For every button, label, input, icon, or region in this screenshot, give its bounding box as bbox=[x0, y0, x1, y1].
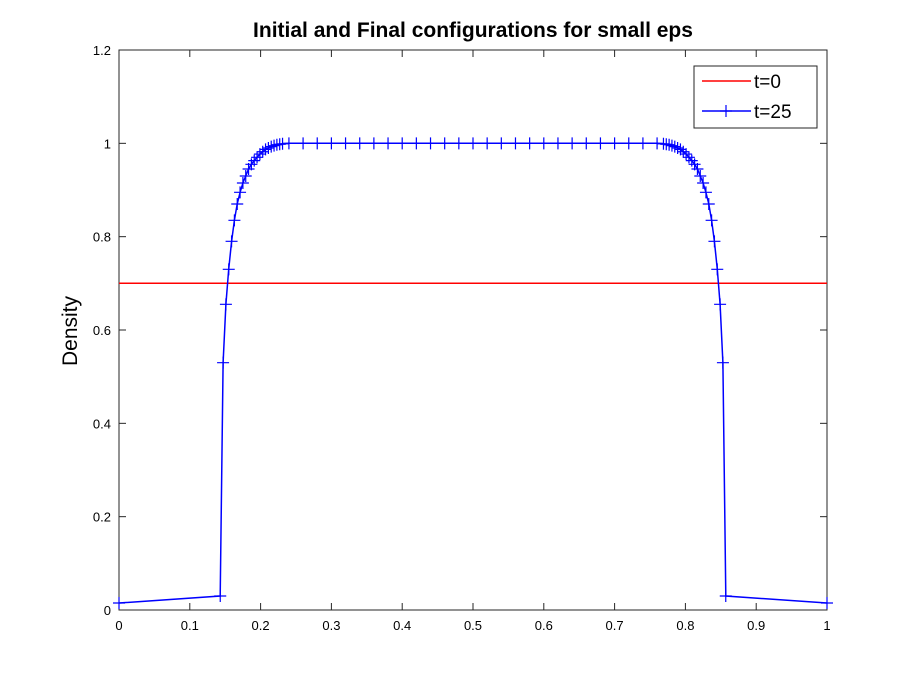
data-point bbox=[668, 140, 681, 153]
data-point bbox=[551, 137, 564, 150]
data-point bbox=[214, 590, 227, 602]
data-point bbox=[665, 139, 678, 152]
y-tick-label: 0 bbox=[104, 603, 111, 618]
y-tick-label: 0.2 bbox=[93, 510, 111, 525]
data-point bbox=[251, 151, 264, 164]
x-tick-label: 0.9 bbox=[747, 618, 765, 633]
data-point bbox=[262, 142, 275, 154]
x-tick-label: 0.6 bbox=[535, 618, 553, 633]
data-point bbox=[339, 137, 352, 150]
data-point bbox=[702, 198, 715, 210]
legend-entry: t=0 bbox=[702, 72, 781, 93]
data-point bbox=[424, 137, 437, 150]
data-point bbox=[353, 137, 366, 150]
data-point bbox=[674, 143, 687, 156]
data-point bbox=[495, 137, 508, 150]
data-point bbox=[268, 139, 281, 152]
data-point bbox=[242, 163, 255, 175]
x-tick-label: 0.8 bbox=[676, 618, 694, 633]
chart-title: Initial and Final configurations for sma… bbox=[253, 19, 693, 42]
x-tick-label: 0.3 bbox=[322, 618, 340, 633]
data-point bbox=[636, 137, 649, 150]
data-point bbox=[113, 597, 125, 609]
data-point bbox=[688, 158, 701, 171]
data-point bbox=[367, 137, 380, 150]
data-point bbox=[537, 137, 550, 150]
y-tick-label: 0.6 bbox=[93, 323, 111, 338]
data-point bbox=[219, 298, 232, 311]
data-point bbox=[467, 137, 479, 150]
data-point bbox=[438, 137, 451, 150]
data-point bbox=[663, 138, 676, 151]
data-point bbox=[234, 186, 247, 199]
data-point bbox=[566, 137, 579, 150]
y-tick-label: 1 bbox=[104, 136, 111, 151]
data-point bbox=[231, 198, 244, 210]
data-point bbox=[682, 151, 695, 164]
legend-marker bbox=[720, 105, 732, 117]
data-point bbox=[821, 597, 833, 609]
x-tick-label: 0.2 bbox=[252, 618, 270, 633]
data-point bbox=[248, 154, 261, 167]
data-point bbox=[580, 137, 593, 150]
data-point bbox=[622, 137, 635, 150]
data-point bbox=[677, 145, 690, 158]
data-point bbox=[222, 263, 235, 276]
data-point bbox=[691, 163, 704, 175]
y-tick-label: 1.2 bbox=[93, 43, 111, 58]
data-point bbox=[325, 137, 338, 150]
data-point bbox=[225, 235, 238, 248]
y-axis-label: Density bbox=[59, 295, 82, 366]
data-point bbox=[217, 356, 230, 369]
x-tick-label: 0.5 bbox=[464, 618, 482, 633]
data-point bbox=[719, 590, 732, 602]
legend-box bbox=[693, 65, 818, 129]
data-point bbox=[705, 214, 718, 227]
data-point bbox=[481, 137, 494, 150]
legend-entry: t=25 bbox=[702, 102, 792, 123]
data-point bbox=[694, 170, 707, 182]
data-point bbox=[452, 137, 465, 150]
data-point bbox=[711, 263, 724, 276]
x-tick-label: 0.4 bbox=[393, 618, 411, 633]
x-tick-label: 0.7 bbox=[606, 618, 624, 633]
data-point bbox=[680, 148, 693, 161]
legend-label: t=25 bbox=[754, 102, 792, 123]
legend: t=0 t=25 bbox=[693, 65, 818, 129]
data-point bbox=[697, 177, 710, 189]
x-tick-label: 0 bbox=[115, 618, 122, 633]
data-point bbox=[410, 137, 423, 150]
data-point bbox=[716, 356, 729, 369]
data-point bbox=[282, 137, 295, 150]
data-point bbox=[594, 137, 607, 150]
y-tick-label: 0.8 bbox=[93, 230, 111, 245]
legend-label: t=0 bbox=[754, 72, 781, 93]
data-point bbox=[253, 148, 266, 161]
data-point bbox=[239, 170, 252, 182]
data-point bbox=[708, 235, 721, 248]
data-point bbox=[523, 137, 536, 150]
data-point bbox=[396, 137, 409, 150]
data-point bbox=[236, 177, 249, 189]
data-point bbox=[699, 186, 712, 199]
data-point bbox=[297, 137, 310, 150]
data-point bbox=[265, 140, 278, 153]
data-point bbox=[228, 214, 241, 227]
x-tick-label: 1 bbox=[823, 618, 830, 633]
data-point bbox=[714, 298, 727, 311]
data-point bbox=[509, 137, 522, 150]
series-1 bbox=[113, 137, 833, 609]
x-tick-label: 0.1 bbox=[181, 618, 199, 633]
data-point bbox=[311, 137, 324, 150]
y-tick-label: 0.4 bbox=[93, 416, 111, 431]
data-point bbox=[259, 143, 272, 156]
data-point bbox=[608, 137, 621, 150]
data-point bbox=[382, 137, 395, 150]
